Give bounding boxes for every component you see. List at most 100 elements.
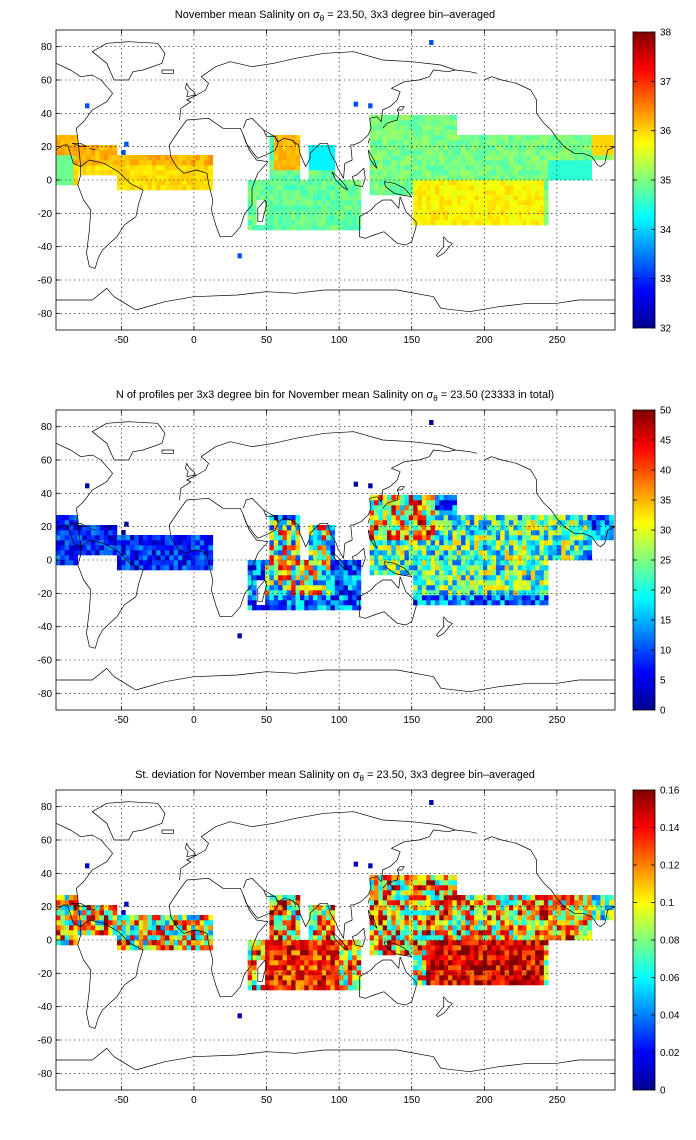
data-cell	[500, 155, 505, 161]
data-cell	[395, 535, 401, 541]
data-cell	[461, 215, 466, 221]
data-cell	[130, 170, 135, 176]
data-cell	[169, 185, 174, 191]
data-cell	[443, 195, 449, 201]
data-cell	[308, 980, 314, 986]
data-cell	[491, 155, 497, 161]
data-cell	[456, 200, 462, 206]
data-cell	[504, 535, 510, 541]
data-cell	[278, 920, 283, 926]
data-cell	[513, 135, 519, 141]
data-cell	[404, 910, 410, 916]
data-cell	[278, 220, 283, 226]
data-cell	[522, 560, 527, 566]
data-cell	[491, 945, 497, 951]
data-cell	[478, 895, 484, 901]
data-cell	[500, 545, 505, 551]
data-cell	[273, 585, 279, 591]
data-cell	[478, 150, 484, 156]
data-cell	[461, 945, 466, 951]
data-cell	[326, 530, 331, 536]
data-cell	[421, 920, 427, 926]
data-cell	[282, 600, 288, 606]
data-cell	[395, 525, 401, 531]
data-cell	[160, 185, 166, 191]
data-cell	[448, 220, 453, 226]
data-cell	[295, 895, 301, 901]
data-cell	[495, 920, 501, 926]
data-cell	[448, 975, 453, 981]
data-cell	[347, 565, 353, 571]
data-cell	[312, 965, 318, 971]
data-cell	[421, 120, 427, 126]
data-cell	[330, 545, 336, 551]
data-cell	[478, 960, 484, 966]
data-cell	[509, 530, 514, 536]
data-cell	[565, 530, 571, 536]
data-cell	[448, 180, 453, 186]
data-cell	[448, 140, 453, 146]
data-cell	[404, 920, 410, 926]
data-cell	[417, 505, 423, 511]
data-cell	[60, 930, 66, 936]
data-cell	[387, 495, 392, 501]
data-cell	[539, 940, 545, 946]
data-cell	[509, 150, 514, 156]
data-cell	[177, 930, 183, 936]
data-cell	[391, 140, 397, 146]
data-cell	[304, 185, 309, 191]
data-cell	[116, 940, 122, 946]
data-cell	[474, 910, 479, 916]
data-cell	[378, 525, 383, 531]
data-cell	[487, 955, 492, 961]
data-cell	[591, 520, 597, 526]
data-cell	[430, 135, 436, 141]
data-cell	[387, 175, 392, 181]
data-cell	[404, 540, 410, 546]
data-cell	[273, 900, 279, 906]
data-cell	[465, 185, 471, 191]
data-cell	[448, 950, 453, 956]
coastline	[257, 579, 267, 603]
data-cell	[583, 920, 588, 926]
data-cell	[347, 940, 353, 946]
data-cell	[439, 125, 444, 131]
data-cell	[443, 955, 449, 961]
coastline	[56, 442, 113, 548]
x-tick-label: 150	[403, 335, 420, 346]
data-cell	[561, 935, 566, 941]
data-cell	[278, 955, 283, 961]
data-cell	[465, 910, 471, 916]
data-cell	[574, 550, 580, 556]
data-cell	[543, 145, 549, 151]
data-cell	[430, 900, 436, 906]
data-cell	[522, 180, 527, 186]
data-cell	[421, 580, 427, 586]
data-cell	[513, 550, 519, 556]
data-cell	[321, 605, 327, 611]
data-cell	[321, 220, 327, 226]
data-cell	[317, 535, 323, 541]
data-cell	[421, 950, 427, 956]
data-cell	[95, 920, 100, 926]
data-cell	[543, 190, 549, 196]
data-cell	[195, 155, 201, 161]
data-cell	[517, 155, 523, 161]
data-cell	[491, 525, 497, 531]
data-cell	[295, 910, 301, 916]
data-cell	[456, 975, 462, 981]
data-cell	[352, 980, 357, 986]
data-cell	[278, 180, 283, 186]
data-cell	[278, 550, 283, 556]
data-cell	[522, 200, 527, 206]
data-cell	[495, 135, 501, 141]
data-cell	[73, 135, 79, 141]
data-cell	[539, 145, 545, 151]
data-cell	[291, 945, 296, 951]
data-cell	[439, 150, 444, 156]
data-cell	[465, 135, 471, 141]
data-cell	[417, 180, 423, 186]
data-cell	[147, 175, 153, 181]
data-cell	[439, 135, 444, 141]
data-cell	[286, 585, 292, 591]
